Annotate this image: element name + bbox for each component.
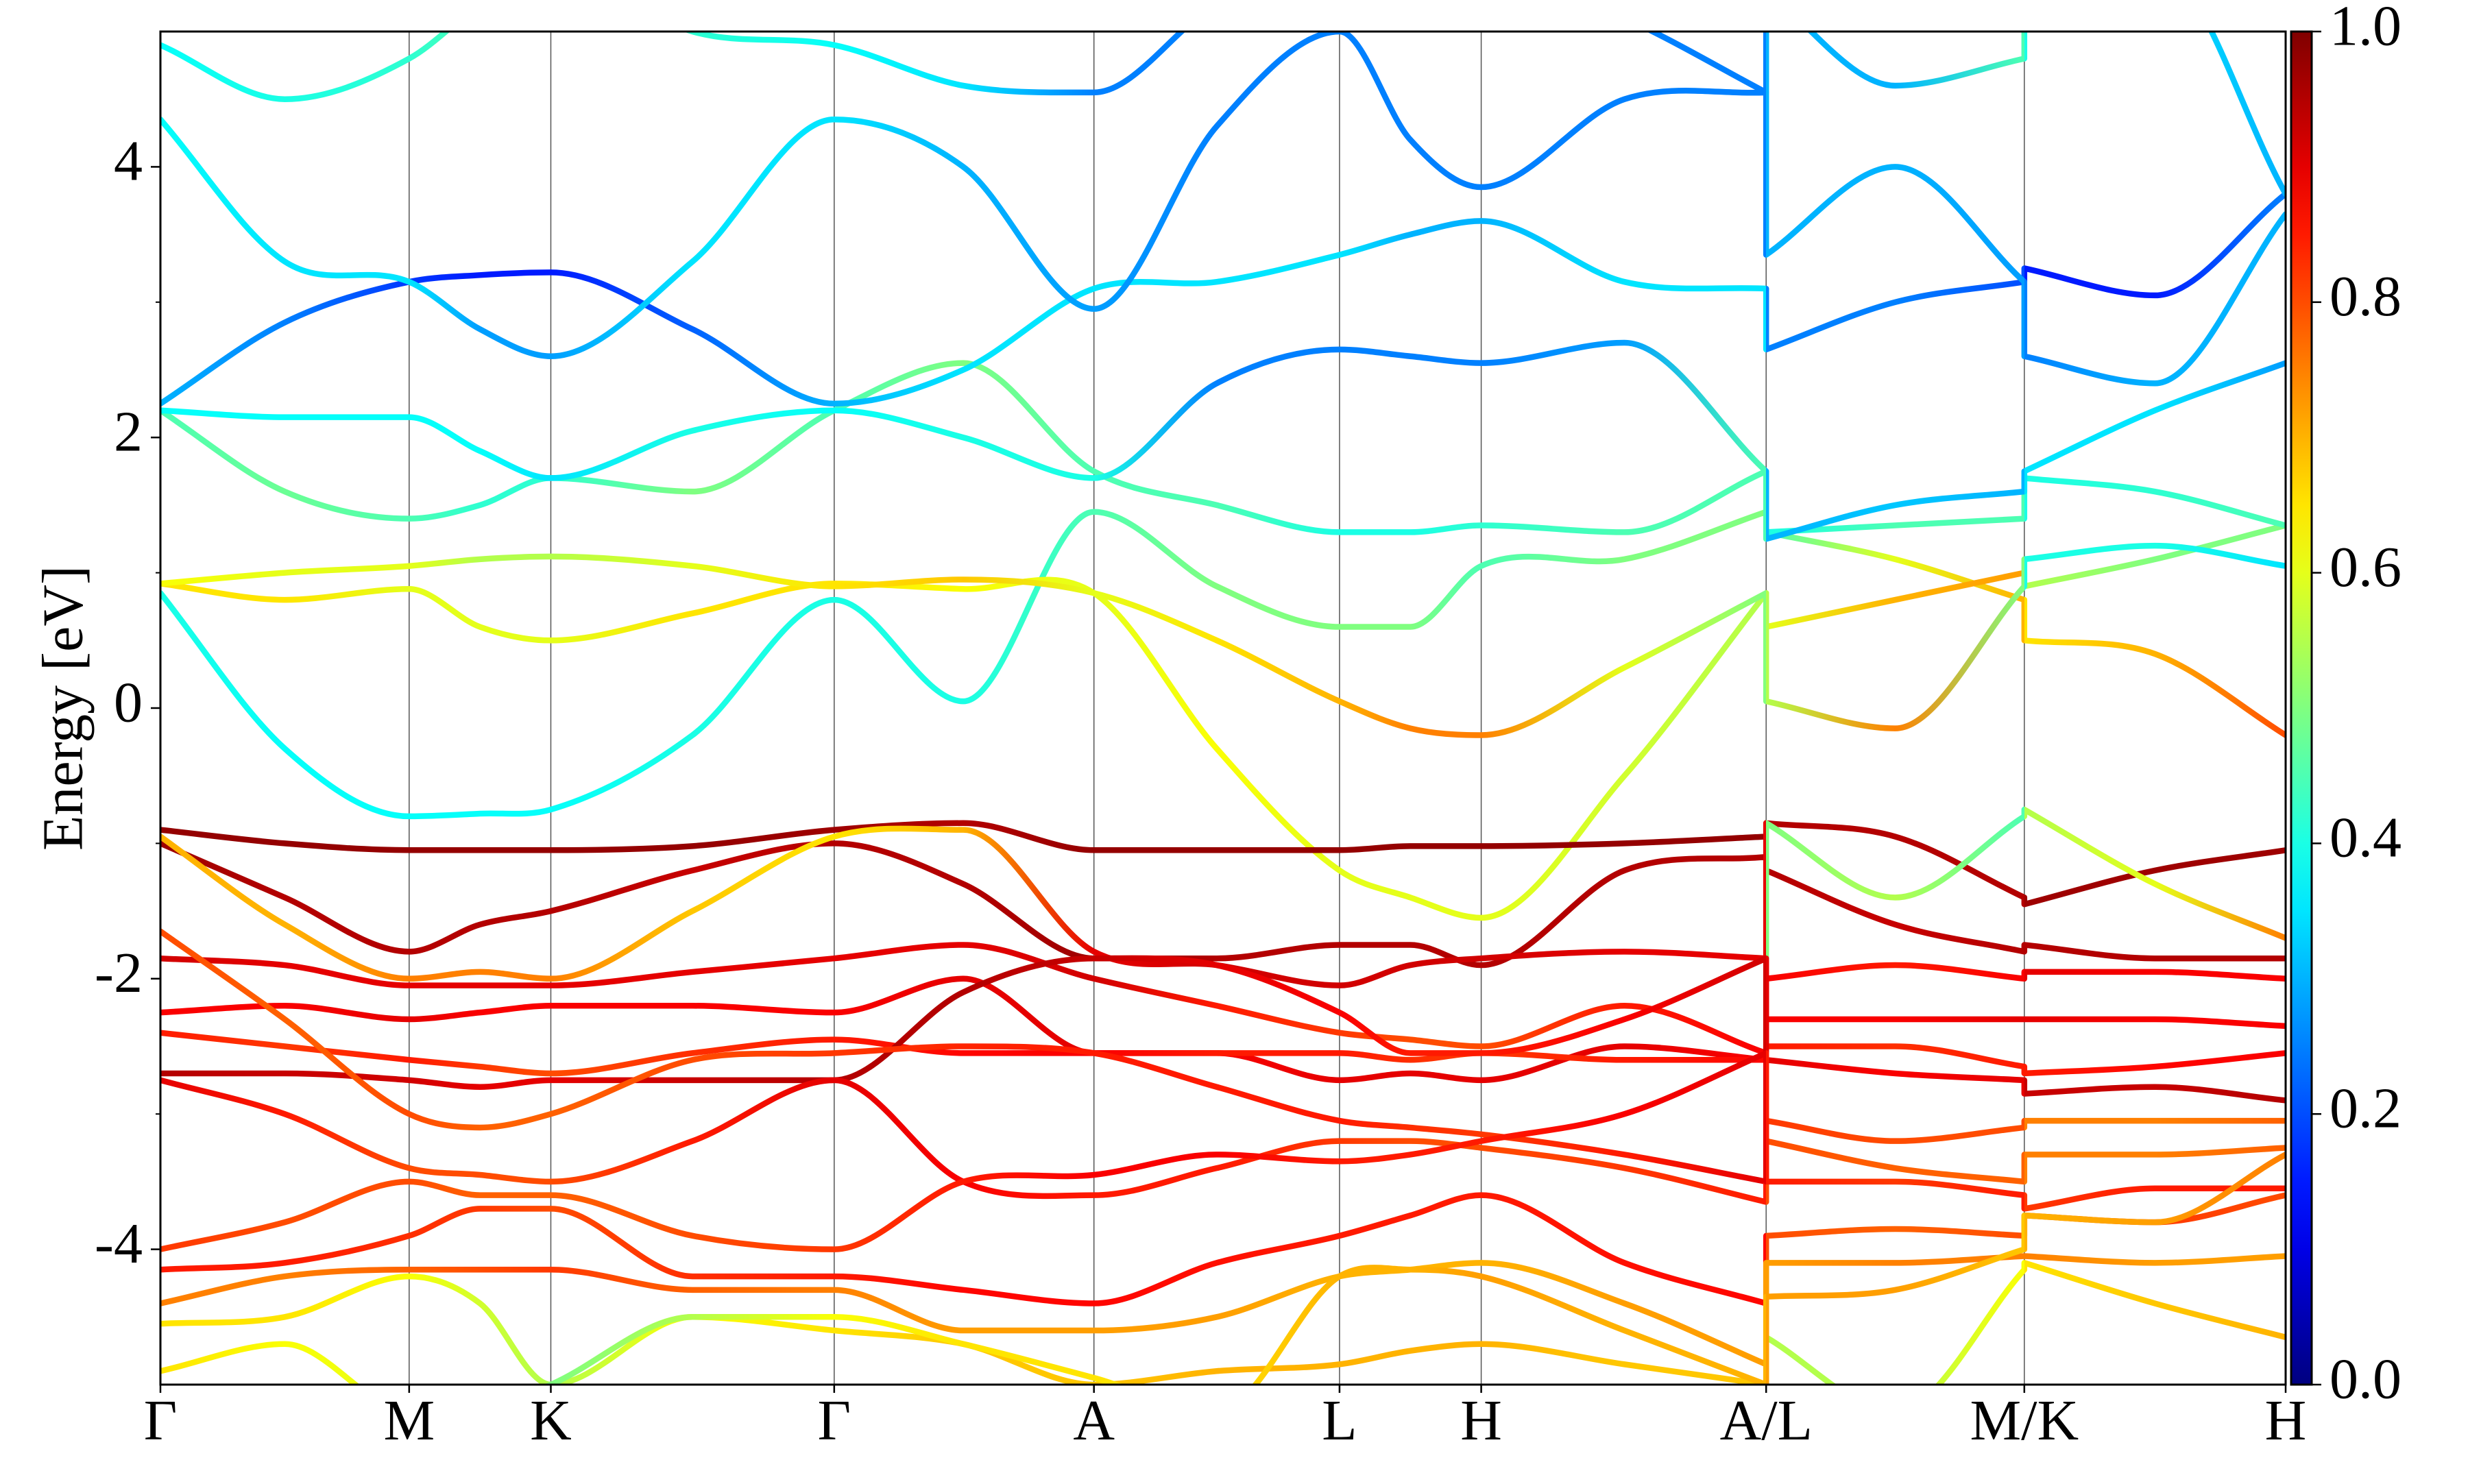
colorbar: [2290, 30, 2313, 1386]
band: [160, 942, 2286, 1056]
colorbar-tick-label: 0.4: [2330, 806, 2402, 870]
band: [160, 32, 2286, 197]
y-axis-label: Energy [eV]: [31, 565, 95, 851]
band: [160, 339, 2286, 542]
band: [160, 1050, 2286, 1252]
band: [160, 1260, 2286, 1385]
band: [160, 509, 2286, 820]
colorbar-tick-label: 0.8: [2330, 265, 2402, 328]
band: [160, 1152, 2286, 1385]
band: [160, 1192, 2286, 1306]
colorbar-tick-label: 1.0: [2330, 0, 2402, 58]
y-tick-label: -4: [95, 1212, 143, 1276]
x-tick-label: Γ: [144, 1389, 178, 1452]
plot-frame: [159, 30, 2287, 1386]
band: [160, 522, 2286, 921]
x-tick-label: M/K: [1970, 1389, 2079, 1452]
band: [160, 928, 2286, 1185]
band: [160, 32, 2286, 387]
colorbar-tick-label: 0.2: [2330, 1076, 2402, 1140]
x-tick-label: H: [2265, 1389, 2307, 1452]
band: [160, 955, 2286, 1104]
y-tick-label: 4: [114, 130, 143, 193]
y-tick-label: -2: [95, 941, 143, 1005]
band: [160, 191, 2286, 407]
bands: [160, 32, 2286, 1385]
colorbar-tick-label: 0.6: [2330, 535, 2402, 599]
colorbar-tick-label: 0.0: [2330, 1347, 2402, 1411]
x-tick-label: M: [383, 1389, 435, 1452]
x-tick-label: L: [1322, 1389, 1357, 1452]
x-tick-label: Γ: [818, 1389, 851, 1452]
band: [160, 1030, 2286, 1077]
band: [160, 1077, 2286, 1205]
band: [160, 820, 2286, 908]
band: [160, 360, 2286, 535]
x-tick-label: A: [1073, 1389, 1115, 1452]
x-tick-label: A/L: [1720, 1389, 1813, 1452]
y-tick-label: 2: [114, 400, 143, 463]
band: [160, 1253, 2286, 1367]
band: [160, 542, 2286, 738]
y-tick-label: 0: [114, 670, 143, 734]
band: [160, 840, 2286, 969]
x-tick-label: K: [530, 1389, 572, 1452]
x-tick-label: H: [1460, 1389, 1502, 1452]
